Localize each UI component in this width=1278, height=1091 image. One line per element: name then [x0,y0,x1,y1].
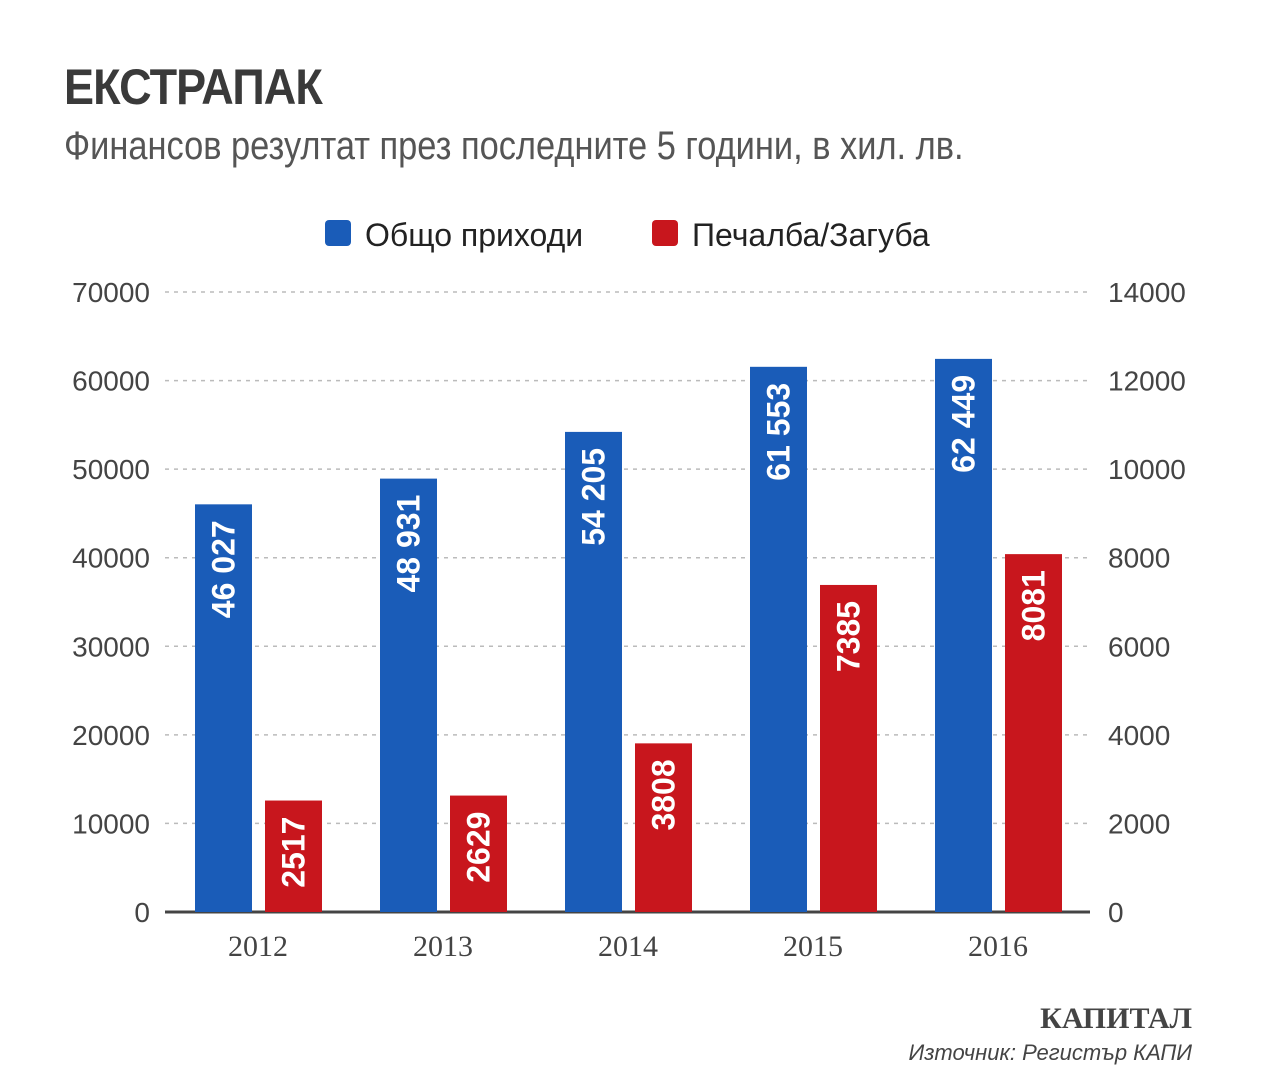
left-axis-tick: 20000 [72,720,150,751]
brand-logo: КАПИТАЛ [1040,1002,1192,1035]
left-axis-tick: 70000 [72,277,150,308]
revenue-bar [750,366,807,912]
left-axis-tick: 50000 [72,454,150,485]
bar-value-label: 2629 [461,812,497,883]
left-axis-tick: 30000 [72,631,150,662]
right-axis-tick: 6000 [1108,631,1170,662]
bar-value-label: 2517 [276,817,312,888]
right-axis-tick: 14000 [1108,277,1186,308]
chart-title: ЕКСТРАПАК [64,59,323,115]
left-axis-tick: 60000 [72,366,150,397]
x-axis-tick: 2012 [228,930,288,963]
left-axis-tick: 40000 [72,543,150,574]
x-axis-tick: 2013 [413,930,473,963]
right-axis-tick: 12000 [1108,366,1186,397]
profit-bar [635,743,692,912]
x-axis-tick: 2016 [968,930,1028,963]
bar-value-label: 3808 [646,759,682,830]
x-axis-tick: 2015 [783,930,843,963]
left-axis-tick: 10000 [72,808,150,839]
bar-value-label: 62 449 [946,375,982,473]
legend-swatch [325,220,351,246]
legend-label: Печалба/Загуба [692,217,930,253]
x-axis-tick: 2014 [598,930,658,963]
revenue-bar [380,478,437,912]
left-axis-tick: 0 [134,897,150,928]
profit-bar [265,800,322,912]
bar-value-label: 61 553 [761,383,797,481]
bar-value-label: 46 027 [206,520,242,618]
legend-swatch [652,220,678,246]
source-note: Източник: Регистър КАПИ [908,1040,1192,1065]
right-axis-tick: 8000 [1108,543,1170,574]
bar-value-label: 8081 [1016,570,1052,641]
bar-value-label: 48 931 [391,495,427,593]
revenue-bar [935,358,992,913]
right-axis-tick: 4000 [1108,720,1170,751]
revenue-bar [195,504,252,912]
right-axis-tick: 2000 [1108,808,1170,839]
bar-value-label: 54 205 [576,448,612,546]
revenue-bar [565,431,622,912]
bar-value-label: 7385 [831,601,867,672]
profit-bar [450,795,507,912]
right-axis-tick: 0 [1108,897,1124,928]
right-axis-tick: 10000 [1108,454,1186,485]
profit-bar [1005,554,1062,912]
legend-label: Общо приходи [365,217,583,253]
chart-subtitle: Финансов резултат през последните 5 годи… [64,124,964,168]
profit-bar [820,584,877,912]
